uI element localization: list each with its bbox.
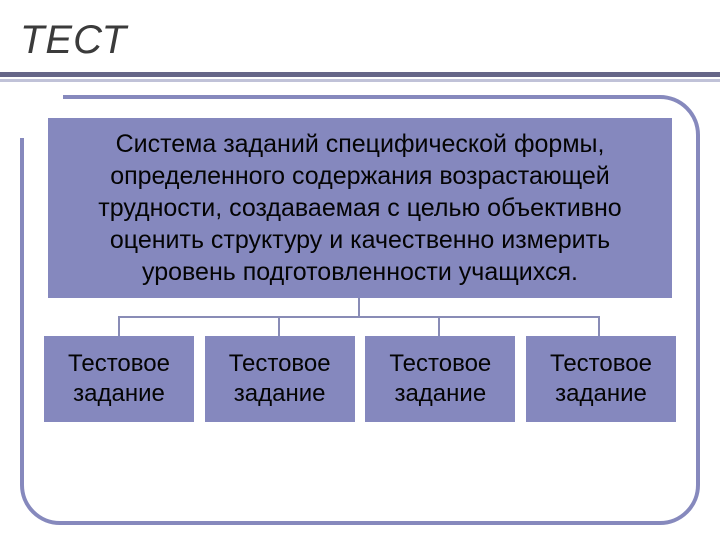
child-node-3: Тестовое задание (526, 336, 676, 422)
connector-child-3 (598, 316, 600, 336)
child-node-0-label: Тестовое задание (44, 349, 194, 409)
connector-root-down (358, 298, 360, 316)
connector-child-0 (118, 316, 120, 336)
page-title: ТЕСТ (20, 18, 127, 63)
connector-child-1 (278, 316, 280, 336)
title-underline-dark (0, 72, 720, 77)
title-underline-light (0, 79, 720, 82)
connector-child-2 (438, 316, 440, 336)
connector-horizontal (119, 316, 600, 318)
children-row: Тестовое задание Тестовое задание Тестов… (44, 336, 676, 422)
child-node-3-label: Тестовое задание (526, 349, 676, 409)
child-node-2-label: Тестовое задание (365, 349, 515, 409)
root-node: Система заданий специфической формы, опр… (48, 118, 672, 298)
child-node-1: Тестовое задание (205, 336, 355, 422)
root-node-text: Система заданий специфической формы, опр… (68, 128, 652, 288)
child-node-2: Тестовое задание (365, 336, 515, 422)
child-node-0: Тестовое задание (44, 336, 194, 422)
child-node-1-label: Тестовое задание (205, 349, 355, 409)
